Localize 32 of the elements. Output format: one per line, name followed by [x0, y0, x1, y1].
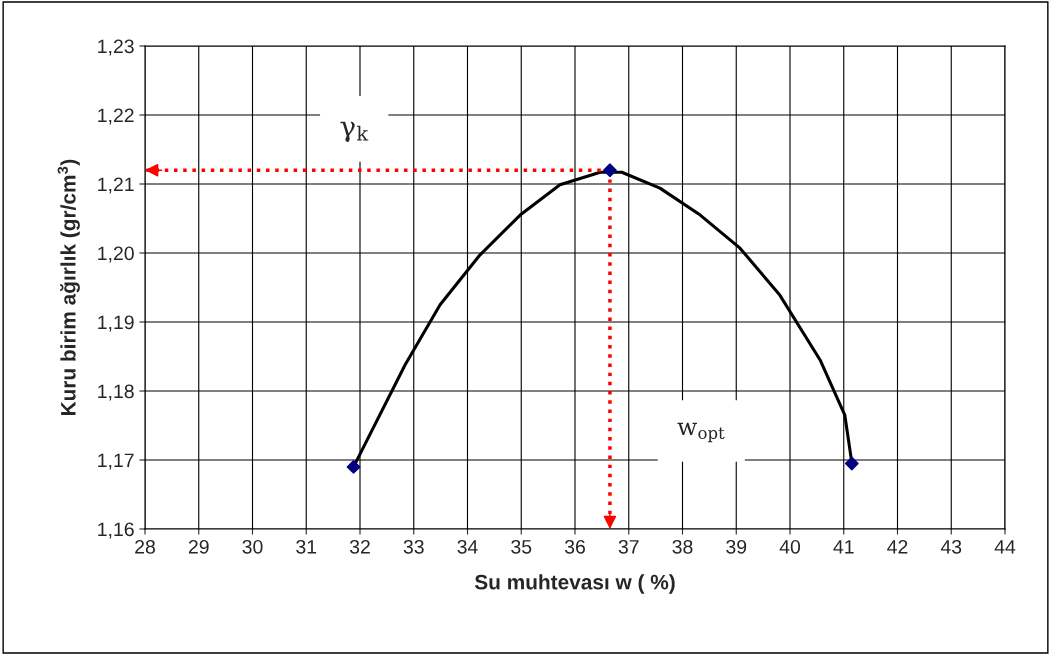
y-axis-title: Kuru birim ağırlık (gr/cm$^{3}$)	[57, 159, 80, 416]
y-tick-label: 1,19	[98, 315, 134, 332]
x-tick-label: 38	[672, 539, 693, 554]
x-tick-label: 34	[457, 539, 478, 554]
ref-line-label: γ$_{k}$	[340, 121, 369, 142]
x-tick-label: 42	[887, 539, 908, 554]
x-tick-label: 36	[564, 539, 585, 554]
y-tick-label: 1,16	[98, 522, 134, 539]
x-tick-label: 29	[188, 539, 209, 554]
x-tick-label: 28	[135, 539, 155, 554]
y-tick-label: 1,20	[98, 246, 134, 263]
x-tick-label: 40	[779, 539, 801, 554]
point	[603, 163, 617, 178]
x-axis-title: Su muhtevası w ( %)	[474, 574, 675, 594]
x-tick-label: 43	[940, 539, 962, 554]
x-tick-label: 44	[994, 540, 1016, 554]
x-tick-label: 39	[726, 539, 747, 554]
y-tick-label: 1,23	[98, 39, 134, 56]
x-tick-label: 31	[296, 539, 317, 554]
x-tick-label: 41	[833, 540, 854, 554]
point	[346, 459, 361, 474]
x-tick-label: 33	[403, 539, 424, 554]
y-tick-label: 1,21	[98, 177, 134, 194]
y-tick-label: 1,22	[98, 108, 134, 125]
y-tick-label: 1,18	[98, 384, 134, 401]
x-tick-label: 32	[349, 539, 370, 554]
ref-line-label: w$_{opt}$	[677, 422, 725, 443]
x-tick-label: 35	[511, 539, 532, 554]
point	[844, 456, 859, 471]
y-tick-label: 1,17	[98, 453, 134, 470]
x-tick-label: 37	[618, 539, 639, 554]
x-tick-label: 30	[242, 539, 263, 554]
